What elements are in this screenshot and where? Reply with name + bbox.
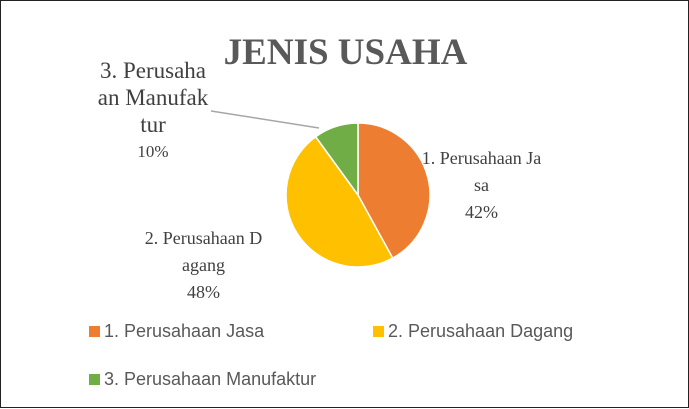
data-label: 2. Perusahaan Dagang 48% — [141, 225, 266, 306]
pie-slice — [285, 135, 394, 268]
legend-swatch — [89, 374, 100, 385]
data-label: 3. Perusahaan Manufaktur 10% — [97, 57, 209, 165]
data-label-category: 1. Perusahaan Jasa — [421, 148, 542, 195]
legend-swatch — [373, 326, 384, 337]
legend-item: 3. Perusahaan Manufaktur — [89, 369, 316, 390]
leader-line — [210, 110, 320, 129]
chart-title: JENIS USAHA — [223, 32, 468, 73]
legend-swatch — [89, 326, 100, 337]
data-label-value: 10% — [137, 142, 169, 161]
legend-label: 3. Perusahaan Manufaktur — [104, 369, 317, 389]
data-label-value: 48% — [187, 282, 220, 302]
pie-slice — [357, 122, 431, 260]
data-label-category: 2. Perusahaan Dagang — [144, 228, 263, 275]
data-label-value: 42% — [465, 202, 498, 222]
data-label-category: 3. Perusahaan Manufaktur — [97, 58, 209, 137]
legend-label: 1. Perusahaan Jasa — [104, 321, 265, 341]
pie-slice — [314, 122, 359, 198]
legend-item: 2. Perusahaan Dagang — [373, 321, 573, 342]
legend-item: 1. Perusahaan Jasa — [89, 321, 264, 342]
data-label: 1. Perusahaan Jasa 42% — [419, 145, 544, 226]
legend-label: 2. Perusahaan Dagang — [388, 321, 574, 341]
